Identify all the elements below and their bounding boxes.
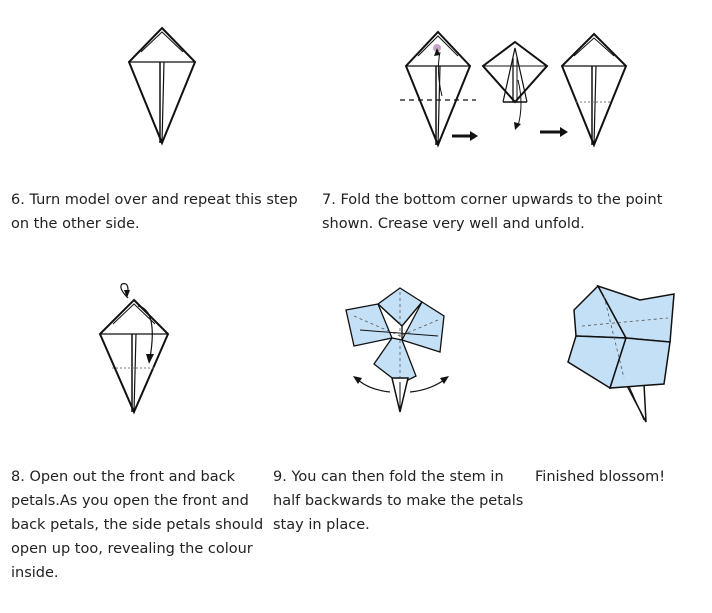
step9-diagram [340,282,462,418]
step6-caption: 6. Turn model over and repeat this step … [11,192,298,232]
step7-caption: 7. Fold the bottom corner upwards to the… [322,192,663,232]
step7-diagram [400,28,632,150]
step8-diagram [98,280,178,420]
step6-diagram [126,24,198,146]
step9-caption: 9. You can then fold the stem in half ba… [273,469,524,533]
finished-blossom-diagram [564,280,684,428]
step8-caption: 8. Open out the front and back petals.As… [11,469,264,581]
finished-caption: Finished blossom! [535,469,666,485]
